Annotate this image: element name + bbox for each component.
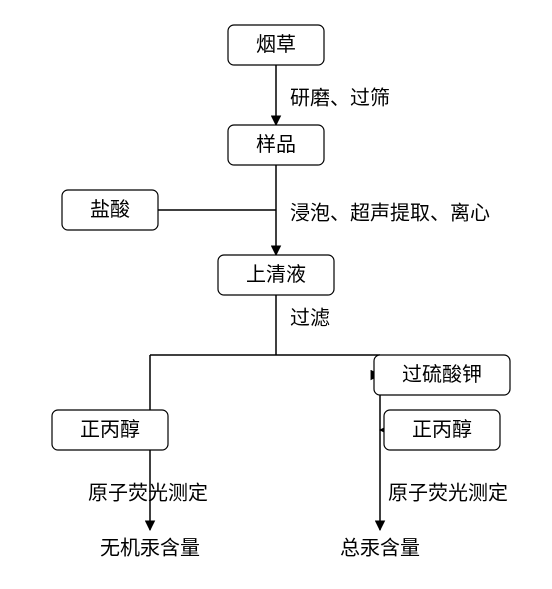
node-prop_r-label: 正丙醇 (412, 418, 472, 441)
edge-label-grind: 研磨、过筛 (290, 87, 390, 110)
node-super-label: 上清液 (246, 263, 306, 286)
node-prop_l-label: 正丙醇 (80, 418, 140, 441)
edge-label-afs_r: 原子荧光测定 (388, 482, 508, 505)
node-persulf-label: 过硫酸钾 (402, 363, 482, 386)
edge-label-extract: 浸泡、超声提取、离心 (290, 202, 490, 225)
edge-label-filter: 过滤 (290, 307, 330, 330)
result-right: 总汞含量 (340, 537, 420, 560)
flowchart-canvas: 烟草样品盐酸上清液过硫酸钾正丙醇 正丙醇 研磨、过筛浸泡、超声提取、离心过滤原子荧光… (0, 0, 552, 589)
result-left: 无机汞含量 (100, 537, 200, 560)
node-sample-label: 样品 (256, 133, 296, 156)
edge-label-afs_l: 原子荧光测定 (88, 482, 208, 505)
node-hcl-label: 盐酸 (90, 198, 130, 221)
node-tobacco-label: 烟草 (256, 33, 296, 56)
